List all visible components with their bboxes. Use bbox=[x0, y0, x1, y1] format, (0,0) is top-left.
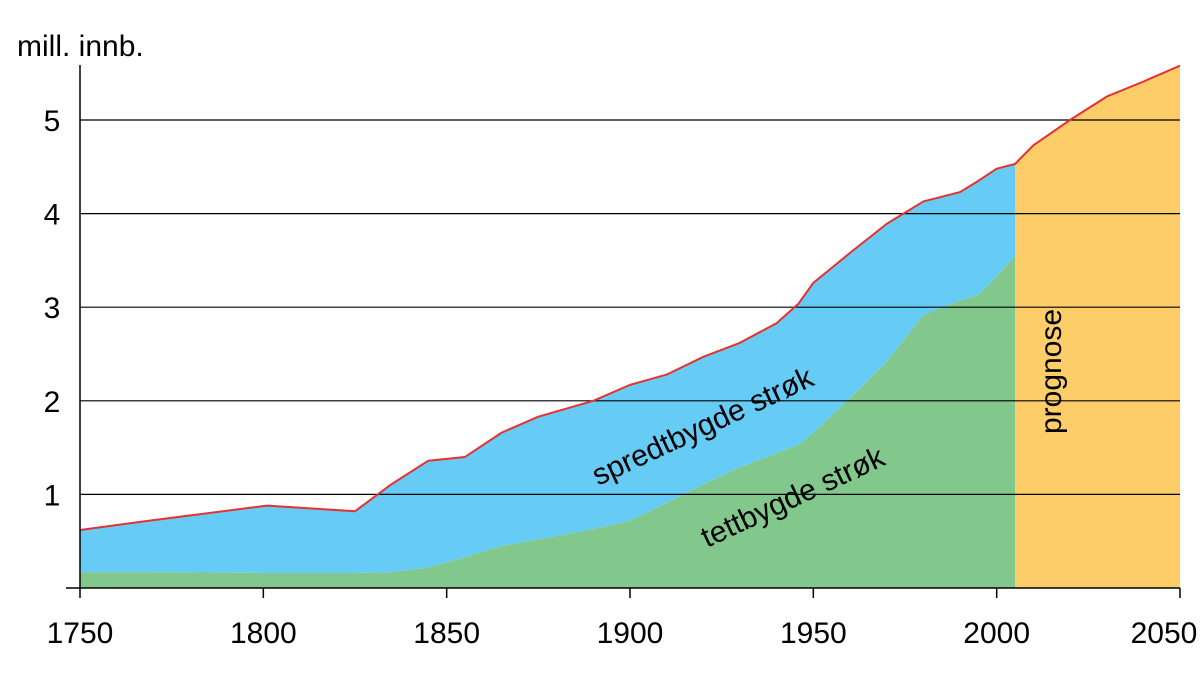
y-tick-label-1: 1 bbox=[44, 479, 61, 512]
area-prognose bbox=[1015, 65, 1180, 589]
x-tick-label-1750: 1750 bbox=[47, 617, 114, 650]
axes-layer bbox=[66, 65, 1181, 598]
area-label-prognose: prognose bbox=[1035, 309, 1068, 434]
area-spredtbygde bbox=[80, 163, 1015, 574]
grid-layer bbox=[80, 119, 1180, 495]
x-tick-label-2000: 2000 bbox=[963, 617, 1030, 650]
x-tick-label-1800: 1800 bbox=[230, 617, 297, 650]
x-tick-label-2050: 2050 bbox=[1131, 617, 1198, 650]
x-tick-label-1950: 1950 bbox=[780, 617, 847, 650]
y-tick-label-4: 4 bbox=[44, 199, 61, 232]
x-tick-label-1900: 1900 bbox=[597, 617, 664, 650]
y-tick-label-3: 3 bbox=[44, 292, 61, 325]
y-tick-label-5: 5 bbox=[44, 105, 61, 138]
total-line-layer bbox=[79, 64, 1181, 531]
x-tick-label-1850: 1850 bbox=[413, 617, 480, 650]
tick-label-layer: 1 2 3 4 5 1750 1800 1850 1900 1950 2000 2050 bbox=[44, 105, 1198, 650]
area-tettbygde bbox=[80, 255, 1015, 588]
total-population-line bbox=[79, 64, 1181, 531]
y-tick-label-2: 2 bbox=[44, 386, 61, 419]
area-layer bbox=[80, 65, 1180, 589]
y-axis-unit-label: mill. innb. bbox=[17, 30, 144, 63]
